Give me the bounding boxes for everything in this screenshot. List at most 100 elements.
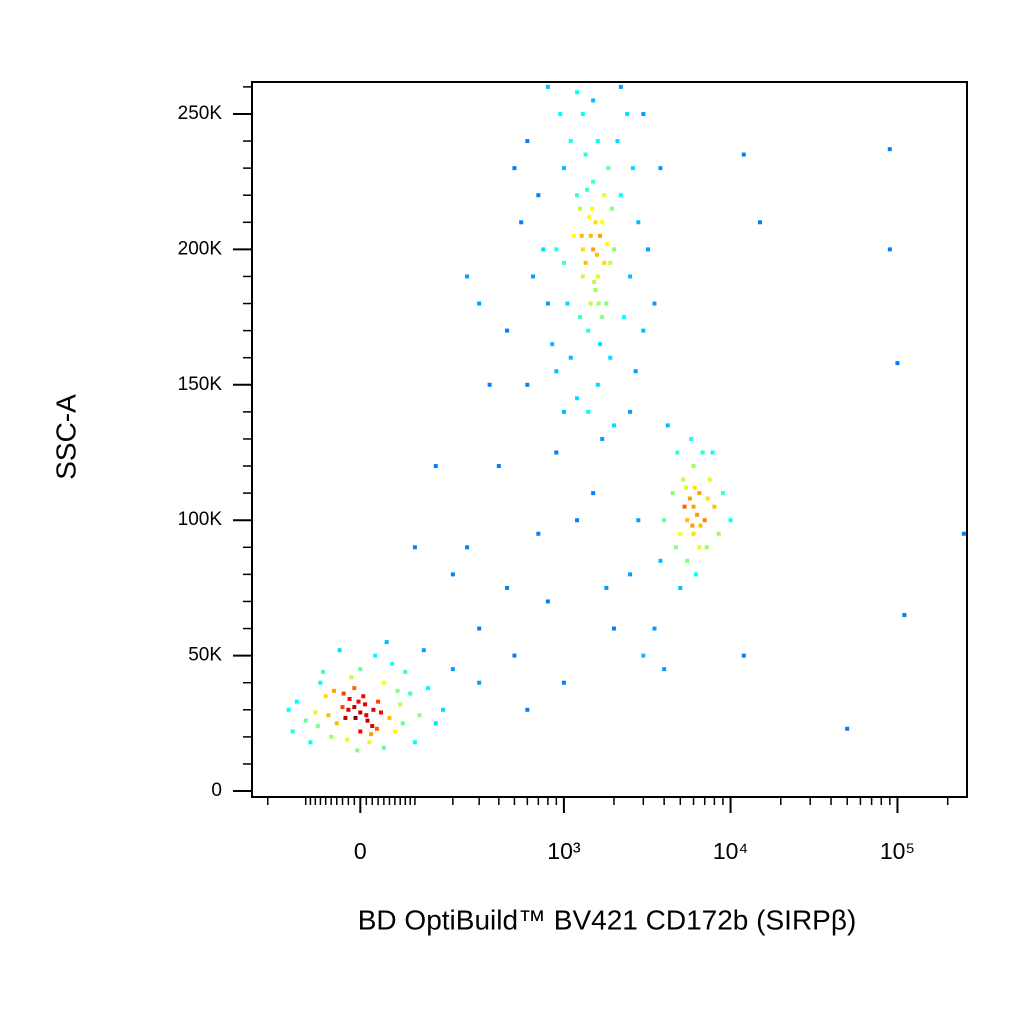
data-point xyxy=(545,84,550,89)
data-point xyxy=(658,166,663,171)
data-point xyxy=(505,585,510,590)
x-tick-label: 10³ xyxy=(547,838,581,864)
data-point xyxy=(598,233,603,238)
data-point xyxy=(355,748,360,753)
data-point xyxy=(412,740,417,745)
data-point xyxy=(685,518,690,523)
y-tick-label: 50K xyxy=(188,645,222,666)
data-point xyxy=(565,301,570,306)
data-point xyxy=(571,233,576,238)
data-point xyxy=(525,707,530,712)
data-point xyxy=(450,572,455,577)
data-point xyxy=(588,301,593,306)
data-point xyxy=(641,111,646,116)
data-point xyxy=(318,680,323,685)
data-point xyxy=(579,233,584,238)
data-point xyxy=(580,274,585,279)
data-point xyxy=(673,545,678,550)
data-point xyxy=(487,382,492,387)
data-point xyxy=(367,740,372,745)
data-point xyxy=(512,166,517,171)
data-point xyxy=(352,686,357,691)
data-point xyxy=(698,523,703,528)
data-point xyxy=(658,558,663,563)
data-point xyxy=(554,247,559,252)
data-point xyxy=(690,523,695,528)
data-point xyxy=(695,512,700,517)
data-point xyxy=(594,252,599,257)
data-point xyxy=(611,626,616,631)
data-point xyxy=(349,675,354,680)
data-point xyxy=(961,531,966,536)
data-point xyxy=(313,710,318,715)
data-point xyxy=(512,653,517,658)
data-point xyxy=(887,147,892,152)
data-point xyxy=(561,260,566,265)
data-point xyxy=(592,279,597,284)
data-point xyxy=(294,699,299,704)
data-point xyxy=(588,233,593,238)
data-point xyxy=(290,729,295,734)
data-point xyxy=(618,193,623,198)
data-point xyxy=(370,724,375,729)
data-point xyxy=(421,648,426,653)
data-point xyxy=(450,667,455,672)
data-point xyxy=(645,247,650,252)
y-tick-label: 250K xyxy=(178,103,223,124)
data-point xyxy=(577,206,582,211)
data-point xyxy=(691,531,696,536)
data-point xyxy=(622,315,627,320)
data-point xyxy=(720,491,725,496)
x-axis-label: BD OptiBuild™ BV421 CD172b (SIRPβ) xyxy=(358,904,857,935)
data-point xyxy=(630,166,635,171)
y-tick-label: 100K xyxy=(178,509,223,530)
data-point xyxy=(308,740,313,745)
data-point xyxy=(681,477,686,482)
data-point xyxy=(554,369,559,374)
data-point xyxy=(902,613,907,617)
data-point xyxy=(412,545,417,550)
data-point xyxy=(662,518,667,523)
data-point xyxy=(337,648,342,653)
data-point xyxy=(374,726,379,731)
data-point xyxy=(587,214,592,219)
data-point xyxy=(400,721,405,726)
data-point xyxy=(687,496,692,501)
data-point xyxy=(536,193,541,198)
data-point xyxy=(381,745,386,750)
data-point xyxy=(697,491,702,496)
data-point xyxy=(541,247,546,252)
plot-frame xyxy=(251,81,968,798)
data-point xyxy=(678,585,683,590)
data-point xyxy=(702,518,707,523)
data-point xyxy=(353,715,358,720)
data-point xyxy=(580,111,585,116)
data-point xyxy=(596,301,601,306)
data-point xyxy=(585,187,590,192)
data-point xyxy=(628,409,633,414)
data-point xyxy=(689,436,694,441)
data-point xyxy=(373,653,378,658)
data-point xyxy=(641,653,646,658)
data-point xyxy=(378,710,383,715)
data-point xyxy=(477,626,482,631)
data-point xyxy=(590,206,595,211)
data-point xyxy=(691,504,696,509)
data-point xyxy=(334,721,339,726)
data-point xyxy=(591,247,596,252)
data-point xyxy=(604,301,609,306)
data-point xyxy=(303,718,308,723)
data-point xyxy=(352,705,357,710)
data-point xyxy=(558,111,563,116)
data-point xyxy=(600,436,605,441)
data-point xyxy=(605,241,610,246)
y-tick-label: 150K xyxy=(178,374,223,395)
data-point xyxy=(608,355,613,360)
data-point xyxy=(519,220,524,225)
data-point xyxy=(608,260,613,265)
data-point xyxy=(575,518,580,523)
data-point xyxy=(417,713,422,718)
data-point xyxy=(550,342,555,347)
data-point xyxy=(683,485,688,490)
data-point xyxy=(606,166,611,171)
